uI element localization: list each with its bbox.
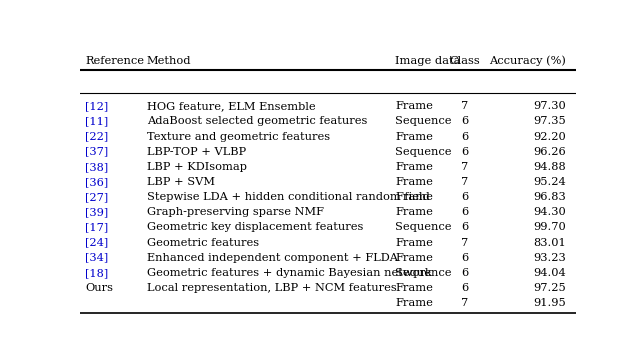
Text: LBP-TOP + VLBP: LBP-TOP + VLBP [147,147,246,157]
Text: 6: 6 [461,192,468,202]
Text: Geometric key displacement features: Geometric key displacement features [147,222,364,233]
Text: 6: 6 [461,207,468,217]
Text: Frame: Frame [395,131,433,141]
Text: Accuracy (%): Accuracy (%) [489,56,566,66]
Text: 7: 7 [461,101,468,111]
Text: Local representation, LBP + NCM features: Local representation, LBP + NCM features [147,283,397,293]
Text: Geometric features + dynamic Bayesian network: Geometric features + dynamic Bayesian ne… [147,268,432,278]
Text: Image data: Image data [395,56,460,66]
Text: [12]: [12] [85,101,108,111]
Text: 7: 7 [461,238,468,248]
Text: 96.26: 96.26 [533,147,566,157]
Text: Reference: Reference [85,56,144,66]
Text: Frame: Frame [395,298,433,308]
Text: 6: 6 [461,253,468,263]
Text: Frame: Frame [395,101,433,111]
Text: [34]: [34] [85,253,108,263]
Text: 91.95: 91.95 [533,298,566,308]
Text: [22]: [22] [85,131,108,141]
Text: Graph-preserving sparse NMF: Graph-preserving sparse NMF [147,207,324,217]
Text: 94.88: 94.88 [533,162,566,172]
Text: 6: 6 [461,131,468,141]
Text: 6: 6 [461,268,468,278]
Text: Stepwise LDA + hidden conditional random field: Stepwise LDA + hidden conditional random… [147,192,429,202]
Text: [18]: [18] [85,268,108,278]
Text: HOG feature, ELM Ensemble: HOG feature, ELM Ensemble [147,101,316,111]
Text: 95.24: 95.24 [533,177,566,187]
Text: Sequence: Sequence [395,147,451,157]
Text: [37]: [37] [85,147,108,157]
Text: [36]: [36] [85,177,108,187]
Text: 7: 7 [461,162,468,172]
Text: [27]: [27] [85,192,108,202]
Text: Sequence: Sequence [395,222,451,233]
Text: 97.35: 97.35 [533,116,566,126]
Text: Frame: Frame [395,162,433,172]
Text: LBP + KDIsomap: LBP + KDIsomap [147,162,247,172]
Text: Frame: Frame [395,177,433,187]
Text: 97.30: 97.30 [533,101,566,111]
Text: Sequence: Sequence [395,116,451,126]
Text: Frame: Frame [395,238,433,248]
Text: Frame: Frame [395,283,433,293]
Text: [17]: [17] [85,222,108,233]
Text: Frame: Frame [395,207,433,217]
Text: Texture and geometric features: Texture and geometric features [147,131,330,141]
Text: 94.04: 94.04 [533,268,566,278]
Text: 7: 7 [461,177,468,187]
Text: 83.01: 83.01 [533,238,566,248]
Text: 99.70: 99.70 [533,222,566,233]
Text: [24]: [24] [85,238,108,248]
Text: 6: 6 [461,283,468,293]
Text: Class: Class [449,56,480,66]
Text: Geometric features: Geometric features [147,238,259,248]
Text: Sequence: Sequence [395,268,451,278]
Text: Frame: Frame [395,253,433,263]
Text: [38]: [38] [85,162,108,172]
Text: 96.83: 96.83 [533,192,566,202]
Text: [39]: [39] [85,207,108,217]
Text: 6: 6 [461,116,468,126]
Text: AdaBoost selected geometric features: AdaBoost selected geometric features [147,116,367,126]
Text: 94.30: 94.30 [533,207,566,217]
Text: Method: Method [147,56,191,66]
Text: 97.25: 97.25 [533,283,566,293]
Text: Enhanced independent component + FLDA: Enhanced independent component + FLDA [147,253,398,263]
Text: 92.20: 92.20 [533,131,566,141]
Text: 6: 6 [461,147,468,157]
Text: Frame: Frame [395,192,433,202]
Text: 6: 6 [461,222,468,233]
Text: 7: 7 [461,298,468,308]
Text: Ours: Ours [85,283,113,293]
Text: LBP + SVM: LBP + SVM [147,177,215,187]
Text: 93.23: 93.23 [533,253,566,263]
Text: [11]: [11] [85,116,108,126]
